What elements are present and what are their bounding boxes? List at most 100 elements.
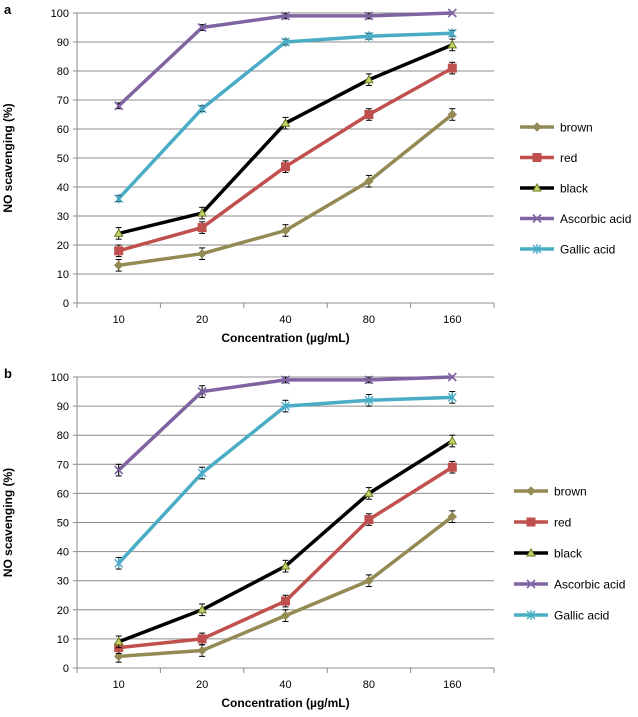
legend-marker	[526, 579, 536, 589]
panel-label: a	[4, 2, 12, 17]
data-point	[113, 260, 124, 271]
legend-item: red	[520, 151, 577, 165]
data-point	[114, 465, 124, 475]
series-points-black	[113, 434, 458, 649]
y-tick-label: 70	[57, 95, 69, 107]
series-line	[116, 112, 455, 268]
legend-item: Ascorbic acid	[520, 212, 631, 226]
data-point	[281, 596, 290, 606]
y-tick-label: 10	[57, 634, 69, 646]
legend-marker	[526, 517, 536, 527]
data-point	[197, 208, 207, 217]
series-red	[116, 66, 455, 253]
legend-item: brown	[520, 121, 593, 135]
data-point	[114, 246, 124, 256]
data-point	[280, 610, 291, 621]
panel-label: b	[4, 366, 12, 381]
legend-marker	[532, 153, 542, 162]
data-point	[447, 436, 458, 445]
legend: brown red black Ascorbic acid Gallic acid	[514, 485, 625, 623]
y-tick-label: 50	[57, 518, 69, 530]
data-point	[447, 511, 458, 522]
x-tick-label: 160	[443, 314, 461, 326]
data-point	[447, 109, 458, 120]
series-points-brown	[113, 108, 458, 272]
data-point	[280, 118, 291, 127]
y-axis-title: NO scavenging (%)	[1, 103, 15, 212]
data-point	[364, 11, 374, 21]
series-points-brown	[113, 510, 458, 663]
legend-label: brown	[554, 485, 587, 499]
data-point	[364, 74, 374, 84]
data-point	[364, 395, 374, 406]
data-point	[113, 636, 124, 646]
y-tick-label: 80	[57, 66, 69, 78]
data-point	[280, 225, 291, 236]
legend-item: black	[520, 182, 589, 196]
data-point	[447, 392, 457, 403]
legend-marker	[532, 122, 542, 132]
series-line	[116, 66, 455, 253]
legend-item: Gallic acid	[520, 243, 615, 257]
y-tick-label: 70	[57, 459, 69, 471]
legend-item: Ascorbic acid	[514, 578, 625, 592]
data-point	[197, 468, 207, 479]
chart-panel-b: b 0 10 20 30 40 50 60 70 80 90 100 10 20 40 80 160 Concen…	[1, 366, 625, 710]
y-tick-label: 60	[57, 488, 69, 500]
legend-marker	[526, 610, 536, 620]
series-points-red	[114, 61, 457, 258]
x-tick-label: 20	[196, 314, 208, 326]
data-point	[364, 575, 374, 586]
data-point	[281, 37, 290, 47]
data-point	[114, 558, 124, 569]
y-tick-label: 0	[63, 663, 69, 675]
data-point	[447, 39, 458, 49]
data-point	[280, 11, 291, 21]
x-axis-title: Concentration (µg/mL)	[221, 696, 349, 710]
legend-marker	[526, 547, 536, 557]
y-tick-label: 30	[57, 576, 69, 588]
data-point	[197, 604, 207, 614]
series-points-black	[113, 38, 458, 240]
data-point	[197, 248, 207, 259]
data-point	[364, 176, 374, 186]
series-ascorbic-acid	[116, 375, 455, 472]
legend-label: Ascorbic acid	[560, 212, 631, 226]
legend-label: Ascorbic acid	[554, 578, 625, 592]
series-ascorbic-acid	[116, 11, 455, 108]
data-point	[113, 228, 124, 237]
legend-marker	[532, 182, 542, 192]
data-point	[280, 561, 291, 570]
series-points-ascorbic-acid	[114, 372, 457, 477]
legend-item: Gallic acid	[514, 609, 609, 623]
legend-label: Gallic acid	[560, 243, 615, 257]
legend-marker	[526, 486, 536, 496]
legend-label: Gallic acid	[554, 609, 609, 623]
x-tick-label: 40	[279, 314, 291, 326]
y-tick-label: 80	[57, 430, 69, 442]
y-tick-label: 20	[57, 240, 69, 252]
series-points-gallic-acid	[114, 391, 457, 570]
legend-item: black	[514, 547, 583, 561]
x-tick-label: 20	[196, 679, 208, 691]
y-axis-title: NO scavenging (%)	[1, 468, 15, 577]
data-point	[447, 28, 457, 39]
y-tick-label: 40	[57, 547, 69, 559]
data-point	[197, 645, 207, 656]
data-point	[114, 101, 124, 111]
x-tick-label: 80	[363, 314, 375, 326]
data-point	[447, 462, 457, 472]
data-point	[364, 515, 374, 525]
series-brown	[116, 112, 455, 268]
y-tick-label: 0	[63, 298, 69, 310]
legend-item: brown	[514, 485, 587, 499]
data-point	[197, 103, 207, 114]
legend-marker	[532, 244, 542, 254]
data-point	[114, 193, 124, 204]
legend-label: red	[560, 151, 577, 165]
data-point	[447, 63, 457, 73]
legend-label: black	[554, 547, 583, 561]
legend-label: red	[554, 516, 571, 530]
y-tick-label: 100	[51, 8, 69, 20]
data-point	[447, 372, 457, 382]
